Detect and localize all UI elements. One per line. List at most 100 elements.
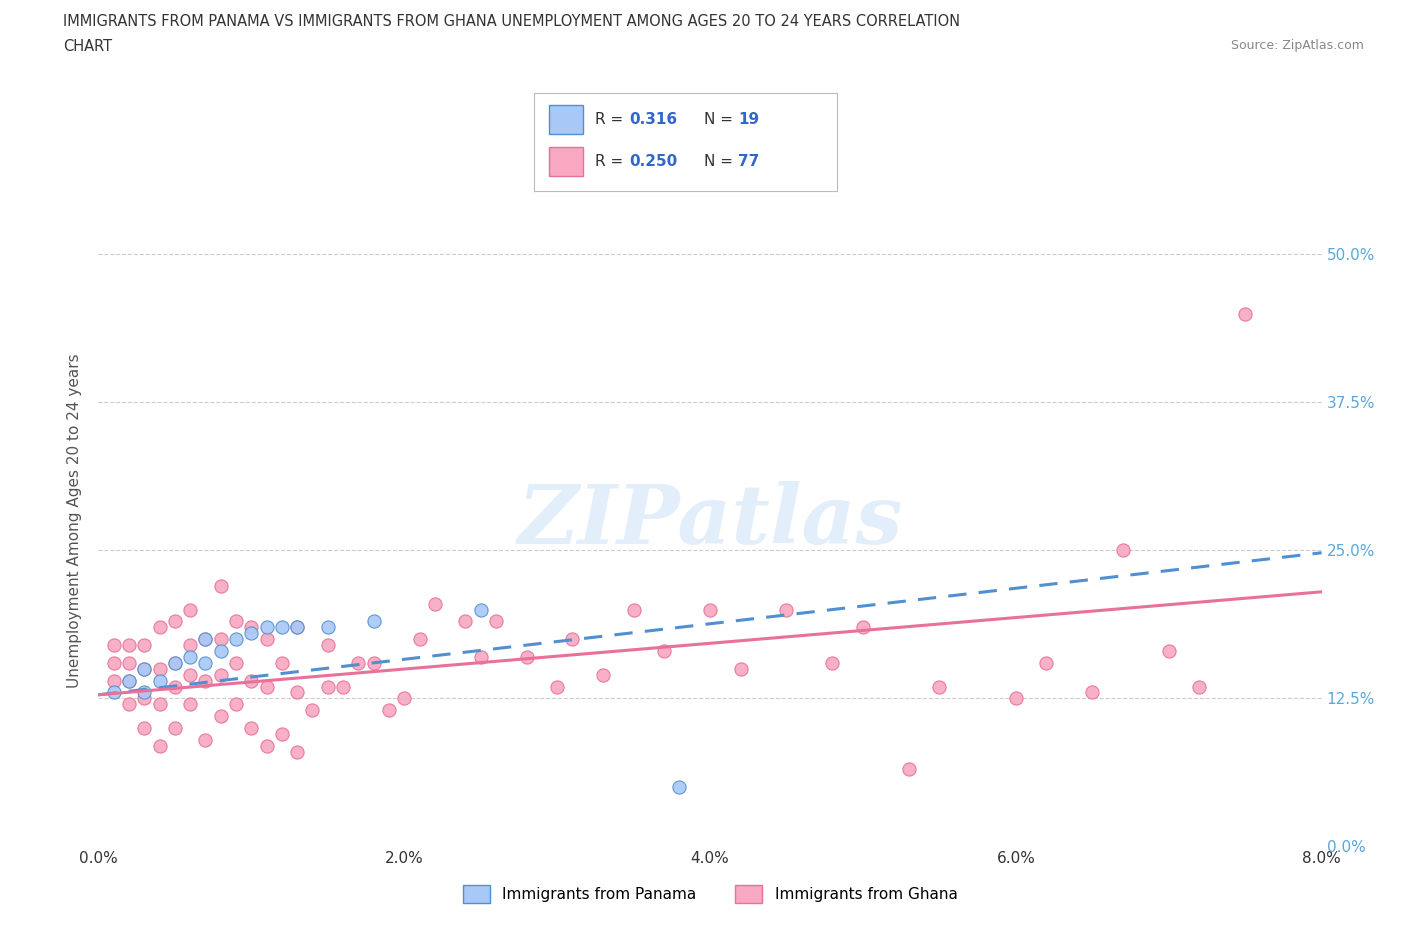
Point [852, 620, 875, 635]
Point [775, 602, 797, 617]
FancyBboxPatch shape [550, 105, 582, 134]
Point [623, 602, 645, 617]
Point [163, 656, 186, 671]
Point [730, 661, 752, 676]
Point [134, 691, 156, 706]
Point [209, 667, 232, 682]
Point [256, 738, 278, 753]
Point [256, 620, 278, 635]
Text: 0.316: 0.316 [630, 112, 678, 126]
Point [256, 679, 278, 694]
Point [652, 644, 675, 658]
Point [179, 649, 201, 664]
Point [134, 638, 156, 653]
Point [118, 673, 141, 688]
Point [470, 602, 492, 617]
Point [592, 667, 614, 682]
Point [240, 626, 263, 641]
Point [194, 631, 217, 646]
Point [163, 656, 186, 671]
Point [270, 726, 294, 741]
Point [179, 667, 201, 682]
Point [149, 697, 172, 711]
Point [270, 620, 294, 635]
Point [285, 685, 308, 700]
Point [240, 721, 263, 736]
Point [118, 697, 141, 711]
Point [1157, 644, 1180, 658]
Point [225, 614, 247, 629]
Point [194, 673, 217, 688]
Text: N =: N = [703, 153, 737, 169]
Text: R =: R = [595, 153, 628, 169]
Point [1004, 691, 1026, 706]
Point [668, 779, 690, 794]
Point [240, 620, 263, 635]
Point [149, 661, 172, 676]
Point [699, 602, 721, 617]
Point [103, 685, 125, 700]
Point [928, 679, 950, 694]
Point [194, 656, 217, 671]
Point [179, 697, 201, 711]
Point [225, 697, 247, 711]
Point [378, 703, 401, 718]
Point [209, 578, 232, 593]
Point [270, 656, 294, 671]
Point [103, 638, 125, 653]
Point [194, 732, 217, 747]
Point [209, 644, 232, 658]
Point [149, 673, 172, 688]
Point [149, 620, 172, 635]
Point [256, 631, 278, 646]
Point [392, 691, 416, 706]
Point [134, 661, 156, 676]
Point [103, 673, 125, 688]
Point [209, 709, 232, 724]
Point [332, 679, 354, 694]
Point [1188, 679, 1211, 694]
Point [118, 638, 141, 653]
Point [316, 679, 339, 694]
Point [240, 673, 263, 688]
Point [316, 620, 339, 635]
Text: CHART: CHART [63, 39, 112, 54]
Point [118, 673, 141, 688]
Point [225, 656, 247, 671]
Point [103, 656, 125, 671]
Point [516, 649, 538, 664]
Text: 19: 19 [738, 112, 759, 126]
Point [163, 679, 186, 694]
Point [285, 620, 308, 635]
Point [1035, 656, 1057, 671]
Point [179, 602, 201, 617]
Point [561, 631, 583, 646]
Text: Source: ZipAtlas.com: Source: ZipAtlas.com [1230, 39, 1364, 52]
Point [347, 656, 370, 671]
Point [285, 620, 308, 635]
Legend: Immigrants from Panama, Immigrants from Ghana: Immigrants from Panama, Immigrants from … [456, 877, 965, 910]
Point [301, 703, 323, 718]
Point [408, 631, 430, 646]
Point [1081, 685, 1104, 700]
Text: R =: R = [595, 112, 628, 126]
Point [470, 649, 492, 664]
Point [454, 614, 477, 629]
Point [363, 614, 385, 629]
Point [134, 721, 156, 736]
Point [149, 738, 172, 753]
Point [179, 638, 201, 653]
Point [485, 614, 508, 629]
Point [163, 614, 186, 629]
Point [546, 679, 568, 694]
Point [134, 685, 156, 700]
Text: N =: N = [703, 112, 737, 126]
Point [209, 631, 232, 646]
Point [821, 656, 844, 671]
Y-axis label: Unemployment Among Ages 20 to 24 years: Unemployment Among Ages 20 to 24 years [67, 353, 83, 688]
Point [134, 661, 156, 676]
Point [285, 744, 308, 759]
Text: 0.250: 0.250 [630, 153, 678, 169]
Point [897, 762, 920, 777]
Point [118, 656, 141, 671]
